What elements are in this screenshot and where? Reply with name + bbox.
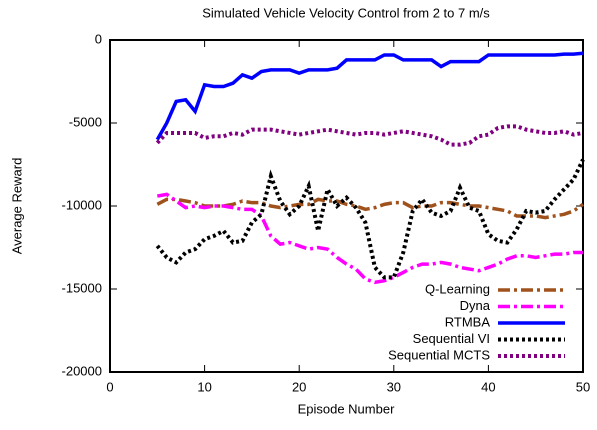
y-tick-label: -10000 [62, 197, 102, 212]
chart-title: Simulated Vehicle Velocity Control from … [202, 5, 490, 20]
legend-label: Sequential VI [413, 331, 490, 346]
x-tick-label: 50 [576, 379, 590, 394]
x-tick-label: 0 [106, 379, 113, 394]
x-tick-label: 20 [292, 379, 306, 394]
legend-label: Sequential MCTS [388, 347, 490, 362]
legend-label: RTMBA [445, 314, 491, 329]
legend-label: Q-Learning [425, 281, 490, 296]
x-axis-label: Episode Number [298, 401, 395, 416]
x-tick-label: 40 [481, 379, 495, 394]
y-axis-label: Average Reward [9, 158, 24, 255]
series-line [155, 124, 584, 147]
series-line [156, 192, 583, 285]
x-tick-label: 10 [197, 379, 211, 394]
y-tick-label: -5000 [69, 114, 102, 129]
series-line [156, 197, 585, 220]
legend-label: Dyna [460, 298, 491, 313]
y-tick-label: 0 [95, 31, 102, 46]
series-line [155, 51, 584, 141]
series-line [155, 158, 585, 280]
y-tick-label: -20000 [62, 363, 102, 378]
y-tick-label: -15000 [62, 280, 102, 295]
x-tick-label: 30 [387, 379, 401, 394]
